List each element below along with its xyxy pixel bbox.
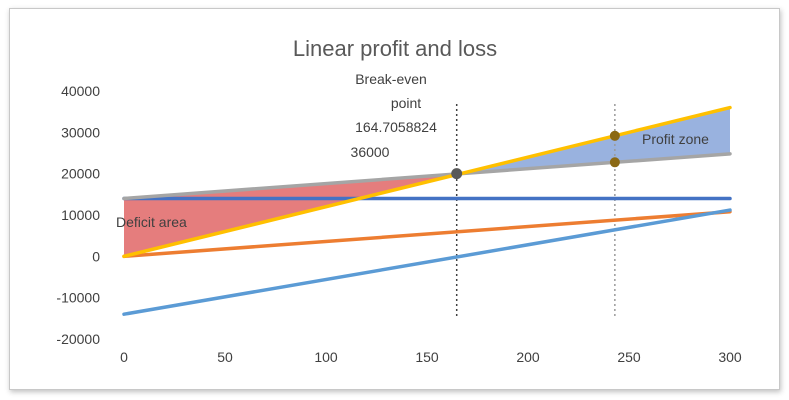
y-tick-label: -10000 xyxy=(56,290,100,306)
break-even-label-line-3: 164.7058824 xyxy=(355,119,437,135)
x-tick-label: 50 xyxy=(217,349,233,365)
break-even-label-line-2: point xyxy=(391,95,421,111)
y-axis-ticks: 40000 30000 20000 10000 0 -10000 -20000 xyxy=(56,83,100,347)
x-tick-label: 200 xyxy=(516,349,540,365)
x-tick-label: 300 xyxy=(718,349,742,365)
y-tick-label: 20000 xyxy=(61,166,100,182)
series-line-revenue xyxy=(122,105,732,259)
y-tick-label: -20000 xyxy=(56,331,100,347)
series-line-profit xyxy=(122,208,732,316)
marker-point-1 xyxy=(609,130,620,141)
y-tick-label: 40000 xyxy=(61,83,100,99)
series-line-variable-cost xyxy=(122,209,732,259)
x-tick-label: 150 xyxy=(415,349,439,365)
y-tick-label: 30000 xyxy=(61,124,100,140)
series-lines xyxy=(122,105,732,316)
x-tick-label: 0 xyxy=(120,349,128,365)
y-tick-label: 0 xyxy=(92,248,100,264)
deficit-area-label: Deficit area xyxy=(116,214,187,230)
x-tick-label: 250 xyxy=(617,349,641,365)
marker-point-2 xyxy=(609,157,620,168)
break-even-point xyxy=(451,168,463,180)
x-tick-label: 100 xyxy=(314,349,338,365)
annotation-labels: Deficit area Profit zone Break-even poin… xyxy=(116,71,709,230)
break-even-label-line-1: Break-even xyxy=(355,71,427,87)
break-even-label-line-4: 36000 xyxy=(351,144,390,160)
series-line-total-cost xyxy=(122,152,732,201)
y-tick-label: 10000 xyxy=(61,207,100,223)
x-axis-ticks: 0 50 100 150 200 250 300 xyxy=(120,349,742,365)
guide-lines xyxy=(455,104,616,316)
marker-points xyxy=(451,130,620,180)
profit-zone-label: Profit zone xyxy=(642,131,709,147)
chart-title: Linear profit and loss xyxy=(293,36,497,61)
